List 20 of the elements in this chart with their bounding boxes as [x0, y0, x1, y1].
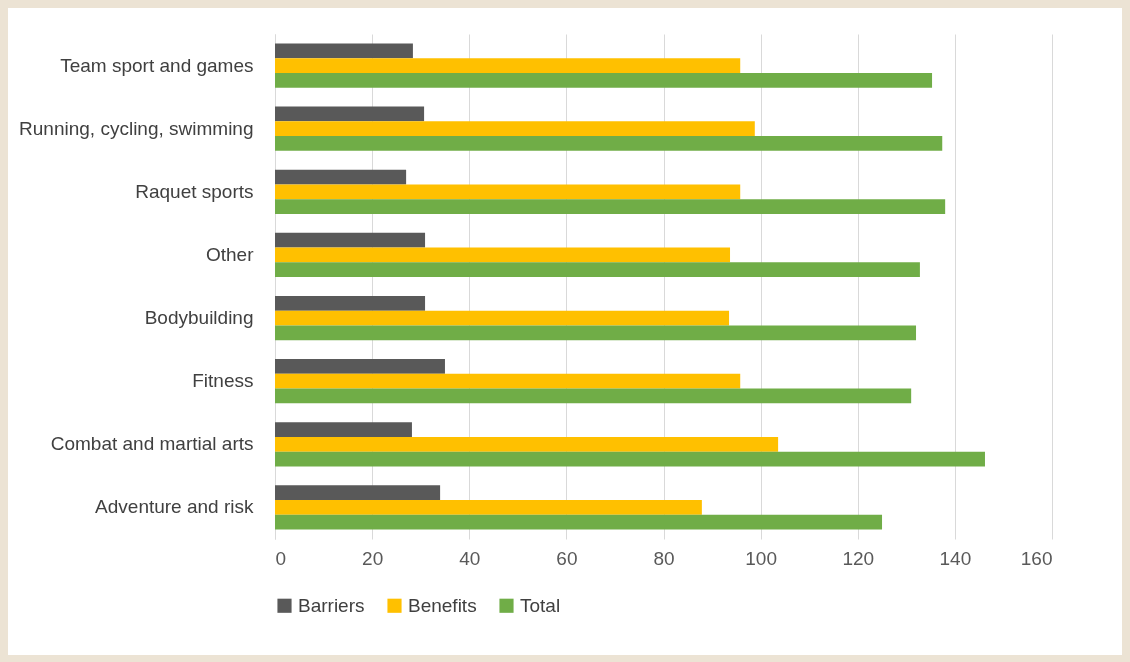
y-tick-label: Bodybuilding [144, 307, 254, 329]
legend-label: Barriers [298, 594, 365, 616]
x-tick-label: 60 [556, 547, 578, 569]
x-tick-label: 100 [745, 547, 777, 569]
y-tick-label: Team sport and games [60, 54, 254, 76]
x-tick-label: 40 [459, 547, 481, 569]
y-tick-label: Raquet sports [135, 180, 254, 202]
x-tick-label: 80 [653, 547, 675, 569]
x-tick-label: 140 [939, 547, 972, 569]
x-tick-label: 160 [1020, 547, 1053, 569]
legend-label: Total [520, 594, 561, 616]
x-tick-label: 20 [362, 547, 384, 569]
legend-label: Benefits [408, 594, 477, 616]
y-tick-label: Other [205, 243, 255, 265]
y-tick-label: Running, cycling, swimming [19, 117, 254, 139]
y-tick-label: Adventure and risk [95, 496, 254, 518]
x-tick-label: 120 [842, 547, 875, 569]
y-tick-label: Fitness [192, 370, 254, 392]
y-tick-label: Combat and martial arts [50, 433, 254, 455]
x-tick-label: 0 [275, 547, 287, 569]
